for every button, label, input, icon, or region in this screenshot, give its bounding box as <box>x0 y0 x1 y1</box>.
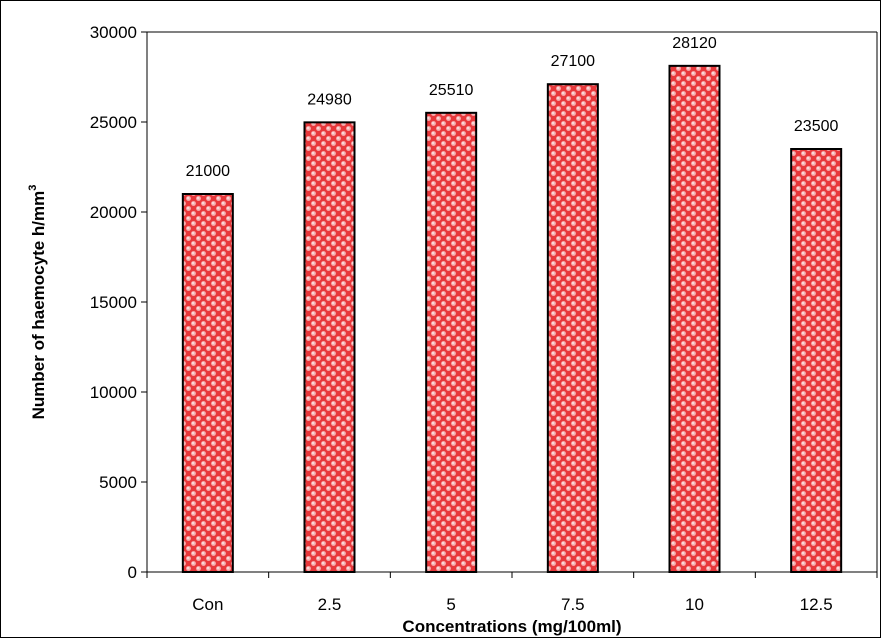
bar-12-5 <box>790 148 843 573</box>
y-axis-label-superscript: 3 <box>27 185 39 191</box>
x-tick-label: 10 <box>685 595 704 614</box>
y-tick-label: 10000 <box>90 383 137 402</box>
x-axis-label: Concentrations (mg/100ml) <box>402 617 621 636</box>
bars <box>181 64 843 574</box>
plot-area <box>147 31 878 572</box>
y-tick-label: 0 <box>128 563 137 582</box>
y-tick-label: 15000 <box>90 293 137 312</box>
bar-2-5 <box>303 121 356 574</box>
y-tick-label: 5000 <box>99 473 137 492</box>
data-label: 27100 <box>551 53 596 70</box>
y-ticks: 0 5000 10000 15000 20000 25000 30000 <box>90 23 147 582</box>
x-tick-label: 7.5 <box>561 595 585 614</box>
x-tick-label: 12.5 <box>800 595 833 614</box>
bar-con <box>181 193 234 573</box>
data-label: 21000 <box>186 163 231 180</box>
y-axis-label: Number of haemocyte h/mm3 <box>27 185 48 420</box>
y-tick-label: 20000 <box>90 203 137 222</box>
x-tick-label: 2.5 <box>318 595 342 614</box>
y-axis-label-main: Number of haemocyte h/mm <box>29 191 48 420</box>
x-tick-label: Con <box>192 595 223 614</box>
data-label: 23500 <box>794 118 839 135</box>
data-label: 25510 <box>429 82 474 99</box>
data-labels: 21000 24980 25510 27100 28120 23500 <box>186 35 839 180</box>
bar-10 <box>668 64 721 573</box>
bar-5 <box>425 111 478 573</box>
x-ticks: Con 2.5 5 7.5 10 12.5 <box>146 572 878 614</box>
data-label: 24980 <box>307 91 352 108</box>
bar-7-5 <box>546 83 599 573</box>
y-tick-label: 30000 <box>90 23 137 42</box>
y-tick-label: 25000 <box>90 113 137 132</box>
data-label: 28120 <box>672 35 717 52</box>
x-tick-label: 5 <box>446 595 455 614</box>
